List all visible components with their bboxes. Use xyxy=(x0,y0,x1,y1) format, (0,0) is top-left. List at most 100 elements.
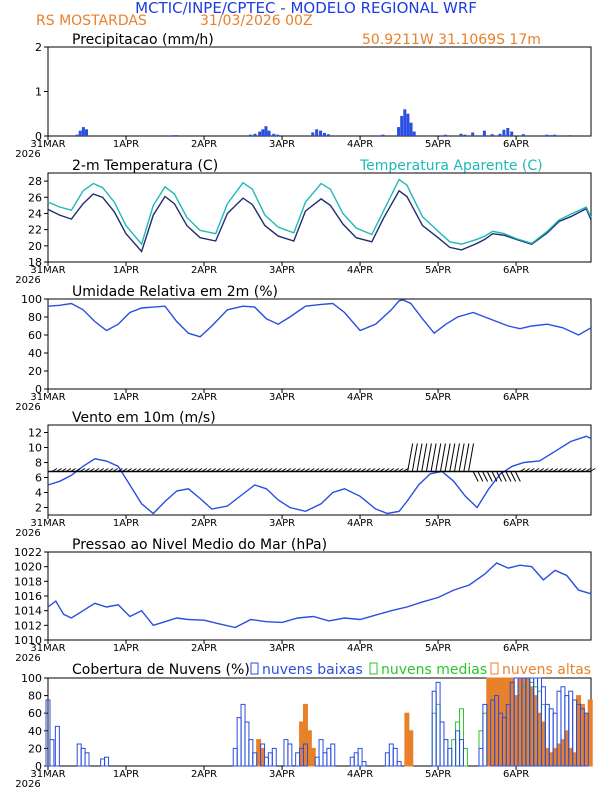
cloud-bar xyxy=(256,739,262,767)
cloud-bar xyxy=(408,730,414,767)
y-tick-label: 100 xyxy=(21,672,42,685)
cloud-bar xyxy=(537,712,543,767)
precip-bar xyxy=(471,132,475,136)
cloud-bar xyxy=(236,717,242,767)
y-tick-label: 20 xyxy=(28,365,42,378)
cloud-bar xyxy=(513,695,519,767)
precip-bar xyxy=(403,109,407,136)
x-tick-label: 3APR xyxy=(269,769,295,780)
x-tick-label: 5APR xyxy=(425,392,451,403)
panel-3-title: Umidade Relativa em 2m (%) xyxy=(72,284,278,300)
x-tick-label: 6APR xyxy=(503,265,529,276)
x-tick-label: 3APR xyxy=(269,265,295,276)
cloud-bar xyxy=(486,677,492,767)
y-tick-label: 10 xyxy=(28,442,42,455)
x-tick-label: 2APR xyxy=(191,265,217,276)
cloud-bar xyxy=(260,747,266,767)
cloud-bar xyxy=(490,677,496,767)
cloud-bar xyxy=(326,747,332,767)
cloud-bar xyxy=(451,739,457,767)
cloud-bar xyxy=(576,695,582,767)
y-tick-label: 18 xyxy=(28,256,42,269)
precip-bar xyxy=(409,122,413,136)
y-tick-label: 60 xyxy=(28,707,42,720)
wind-barb xyxy=(486,471,493,482)
wind-barb xyxy=(589,468,596,472)
cloud-bar xyxy=(478,747,484,767)
precip-bar xyxy=(85,129,89,136)
precip-bar xyxy=(261,129,265,136)
x-year-label: 2026 xyxy=(15,528,40,539)
cloud-bar xyxy=(431,690,437,767)
wind-barb xyxy=(449,443,456,472)
cloud-bar xyxy=(564,730,570,767)
panel-frame xyxy=(47,424,592,516)
x-tick-label: 3APR xyxy=(269,139,295,150)
precip-bar xyxy=(78,130,82,136)
cloud-bar xyxy=(505,677,511,767)
cloud-bar xyxy=(517,677,523,767)
precip-bar xyxy=(326,134,330,136)
cloud-bar xyxy=(49,739,55,767)
cloud-bar xyxy=(302,743,308,767)
cloud-bar xyxy=(583,712,589,767)
panel-frame xyxy=(47,298,592,390)
x-tick-label: 2APR xyxy=(191,769,217,780)
y-tick-label: 1010 xyxy=(14,634,42,647)
precip-bar xyxy=(553,134,557,136)
y-tick-label: 4 xyxy=(35,487,42,500)
x-tick-label: 6APR xyxy=(503,643,529,654)
cloud-bar xyxy=(353,752,359,767)
cloud-bar xyxy=(458,708,464,767)
x-tick-label: 3APR xyxy=(269,392,295,403)
legend-box-altas xyxy=(490,662,499,675)
cloud-bar xyxy=(232,747,238,767)
x-tick-label: 1APR xyxy=(113,769,139,780)
precip-bar xyxy=(549,135,553,136)
precip-bar xyxy=(443,134,447,136)
legend-box-medias xyxy=(369,662,378,675)
cloud-bar xyxy=(240,703,246,767)
x-tick-label: 4APR xyxy=(347,769,373,780)
cloud-bar xyxy=(572,752,578,767)
y-tick-label: 20 xyxy=(28,240,42,253)
x-tick-label: 4APR xyxy=(347,392,373,403)
panel-frame xyxy=(47,46,592,137)
x-year-label: 2026 xyxy=(15,653,40,664)
precip-bar xyxy=(248,134,252,136)
precip-bar xyxy=(311,132,315,136)
x-year-label: 2026 xyxy=(15,779,40,790)
wind-barb xyxy=(435,443,442,472)
wind-barb xyxy=(472,471,479,482)
x-tick-label: 1APR xyxy=(113,392,139,403)
cloud-bar xyxy=(462,747,468,767)
cloud-bar xyxy=(80,747,86,767)
panel-3: 0 20 40 60 80 100 31MAR 1APR 2APR 3APR 4APR 5APR 6AP… xyxy=(15,293,592,413)
wind-barb xyxy=(468,443,475,472)
x-tick-label: 6APR xyxy=(503,392,529,403)
cloud-bar xyxy=(455,730,461,767)
cloud-bar xyxy=(583,712,589,767)
legend-label-altas: nuvens altas xyxy=(502,662,591,678)
x-tick-label: 6APR xyxy=(503,769,529,780)
y-tick-label: 8 xyxy=(35,457,42,470)
cloud-bar xyxy=(455,721,461,767)
y-tick-label: 80 xyxy=(28,690,42,703)
panel-6: 0 20 40 60 80 100 31MAR 1APR 2APR 3APR 4APR 5APR 6AP… xyxy=(15,672,593,790)
cloud-bar xyxy=(494,677,500,767)
x-tick-label: 2APR xyxy=(191,643,217,654)
cloud-bar xyxy=(431,712,437,767)
precip-bar xyxy=(400,115,404,136)
x-tick-label: 31MAR xyxy=(30,643,65,654)
panel-5-title: Pressao ao Nivel Medio do Mar (hPa) xyxy=(72,537,327,553)
cloud-bar xyxy=(404,712,410,767)
x-tick-label: 4APR xyxy=(347,518,373,529)
cloud-bar xyxy=(384,752,390,767)
cloud-bar xyxy=(283,739,289,767)
y-tick-label: 40 xyxy=(28,347,42,360)
series-line xyxy=(47,299,592,338)
cloud-bar xyxy=(587,699,593,767)
wind-barb xyxy=(514,471,521,482)
cloud-bar xyxy=(529,686,535,767)
